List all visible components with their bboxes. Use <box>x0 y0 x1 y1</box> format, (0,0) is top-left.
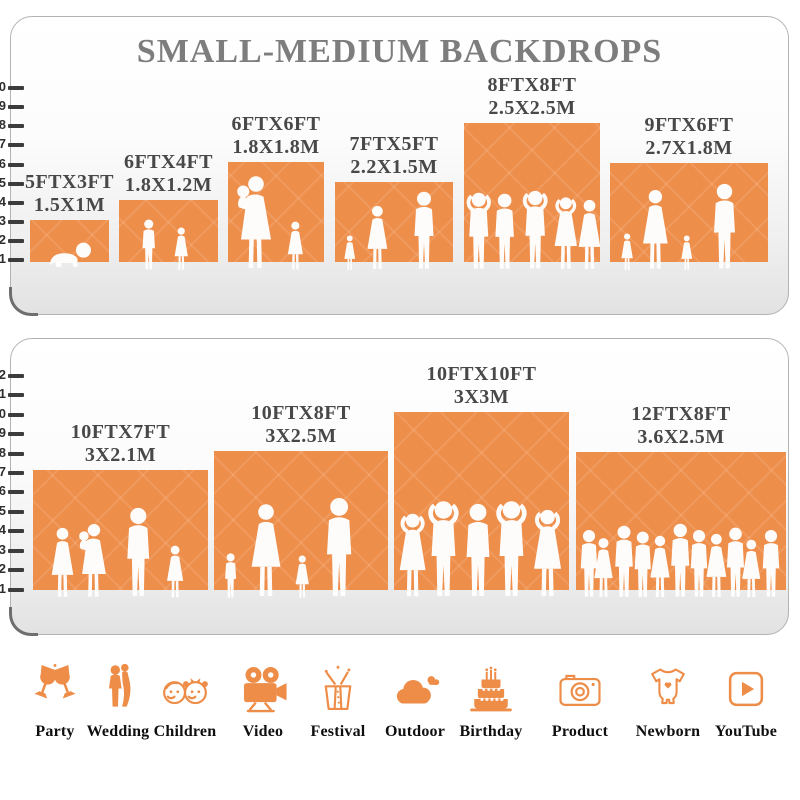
party-icon <box>34 663 76 699</box>
ruler-tick: 2 <box>0 232 24 247</box>
silhouette-mother-child <box>237 176 303 270</box>
backdrop-bar-10ftx7ft: 10FTX7FT 3X2.1M <box>33 421 208 598</box>
outdoor-icon <box>396 676 440 704</box>
ruler-tick: 4 <box>0 194 24 209</box>
silhouette-group <box>466 190 601 269</box>
backdrop-bar-10ftx10ft: 10FTX10FT 3X3M <box>394 363 569 597</box>
backdrop-bar-7ftx5ft: 7FTX5FT 2.2X1.5M <box>335 133 453 270</box>
category-wedding: Wedding <box>76 660 160 741</box>
ruler-tick: 7 <box>0 464 24 479</box>
category-children: Children <box>143 660 227 741</box>
ruler-tick: 6 <box>0 483 24 498</box>
bar-label: 6FTX6FT 1.8X1.8M <box>231 113 321 158</box>
bar-label: 6FTX4FT 1.8X1.2M <box>123 151 214 196</box>
silhouette-children <box>142 219 188 270</box>
bar-label: 10FTX8FT 3X2.5M <box>251 402 351 447</box>
ruler-tick: 8 <box>0 445 24 460</box>
panel-small-medium: SMALL-MEDIUM BACKDROPS 10 9 8 7 6 5 4 3 … <box>0 16 789 316</box>
ruler-tick: 12 <box>0 367 24 382</box>
silhouette-family <box>621 183 735 270</box>
category-party: Party <box>13 660 97 741</box>
silhouette-family <box>344 191 434 270</box>
bar-label: 7FTX5FT 2.2X1.5M <box>349 133 439 178</box>
ruler-tick: 7 <box>0 136 24 151</box>
bar-label: 10FTX7FT 3X2.1M <box>70 421 171 466</box>
backdrop-bar-6ftx6ft: 6FTX6FT 1.8X1.8M <box>228 113 324 270</box>
silhouette-family <box>51 507 184 598</box>
backdrop-bar-6ftx4ft: 6FTX4FT 1.8X1.2M <box>119 151 218 270</box>
ruler-tick: 9 <box>0 98 24 113</box>
category-product: Product <box>538 660 622 741</box>
bar-label: 8FTX8FT 2.5X2.5M <box>487 74 577 119</box>
ruler-tick: 6 <box>0 156 24 171</box>
bar-label: 10FTX10FT 3X3M <box>426 363 537 408</box>
category-video: Video <box>221 660 305 741</box>
youtube-icon <box>728 671 764 707</box>
backdrop-bar-9ftx6ft: 9FTX6FT 2.7X1.8M <box>610 114 768 270</box>
category-outdoor: Outdoor <box>373 660 457 741</box>
ruler-tick: 10 <box>0 406 24 421</box>
backdrop-bar-12ftx8ft: 12FTX8FT 3.6X2.5M <box>576 403 786 598</box>
silhouette-group <box>399 501 562 597</box>
category-festival: Festival <box>296 660 380 741</box>
children-icon <box>163 678 208 705</box>
wedding-icon <box>108 663 131 707</box>
ruler-tick: 11 <box>0 386 24 401</box>
backdrop-bar-8ftx8ft: 8FTX8FT 2.5X2.5M <box>464 74 601 269</box>
silhouette-baby <box>49 242 91 267</box>
video-icon <box>243 666 287 713</box>
ruler-tick: 3 <box>0 213 24 228</box>
ruler-tick: 2 <box>0 561 24 576</box>
backdrop-bar-10ftx8ft: 10FTX8FT 3X2.5M <box>214 402 388 598</box>
ruler-tick: 5 <box>0 175 24 190</box>
category-youtube: YouTube <box>704 660 788 741</box>
ruler-tick: 4 <box>0 522 24 537</box>
category-birthday: Birthday <box>449 660 533 741</box>
category-newborn: Newborn <box>626 660 710 741</box>
ruler-tick: 3 <box>0 542 24 557</box>
newborn-icon <box>651 668 685 705</box>
festival-icon <box>324 665 352 711</box>
ruler-tick: 8 <box>0 117 24 132</box>
ruler-tick: 5 <box>0 503 24 518</box>
silhouette-crowd <box>580 523 780 598</box>
bar-label: 5FTX3FT 1.5X1M <box>24 171 115 216</box>
category-row: Party Wedding <box>0 660 800 760</box>
product-icon <box>559 674 601 706</box>
ruler-tick: 1 <box>0 251 24 266</box>
birthday-icon <box>470 666 512 712</box>
silhouette-family-walking <box>225 497 352 598</box>
backdrop-bar-5ftx3ft: 5FTX3FT 1.5X1M <box>25 171 114 267</box>
ruler-tick: 9 <box>0 425 24 440</box>
page-title: SMALL-MEDIUM BACKDROPS <box>136 33 663 70</box>
panel-large: 12 11 10 9 8 7 6 5 4 3 2 1 10FTX7FT 3X2.… <box>0 338 789 636</box>
bar-label: 12FTX8FT 3.6X2.5M <box>631 403 731 448</box>
ruler-tick: 10 <box>0 79 24 94</box>
bar-label: 9FTX6FT 2.7X1.8M <box>644 114 734 159</box>
ruler-tick: 1 <box>0 581 24 596</box>
